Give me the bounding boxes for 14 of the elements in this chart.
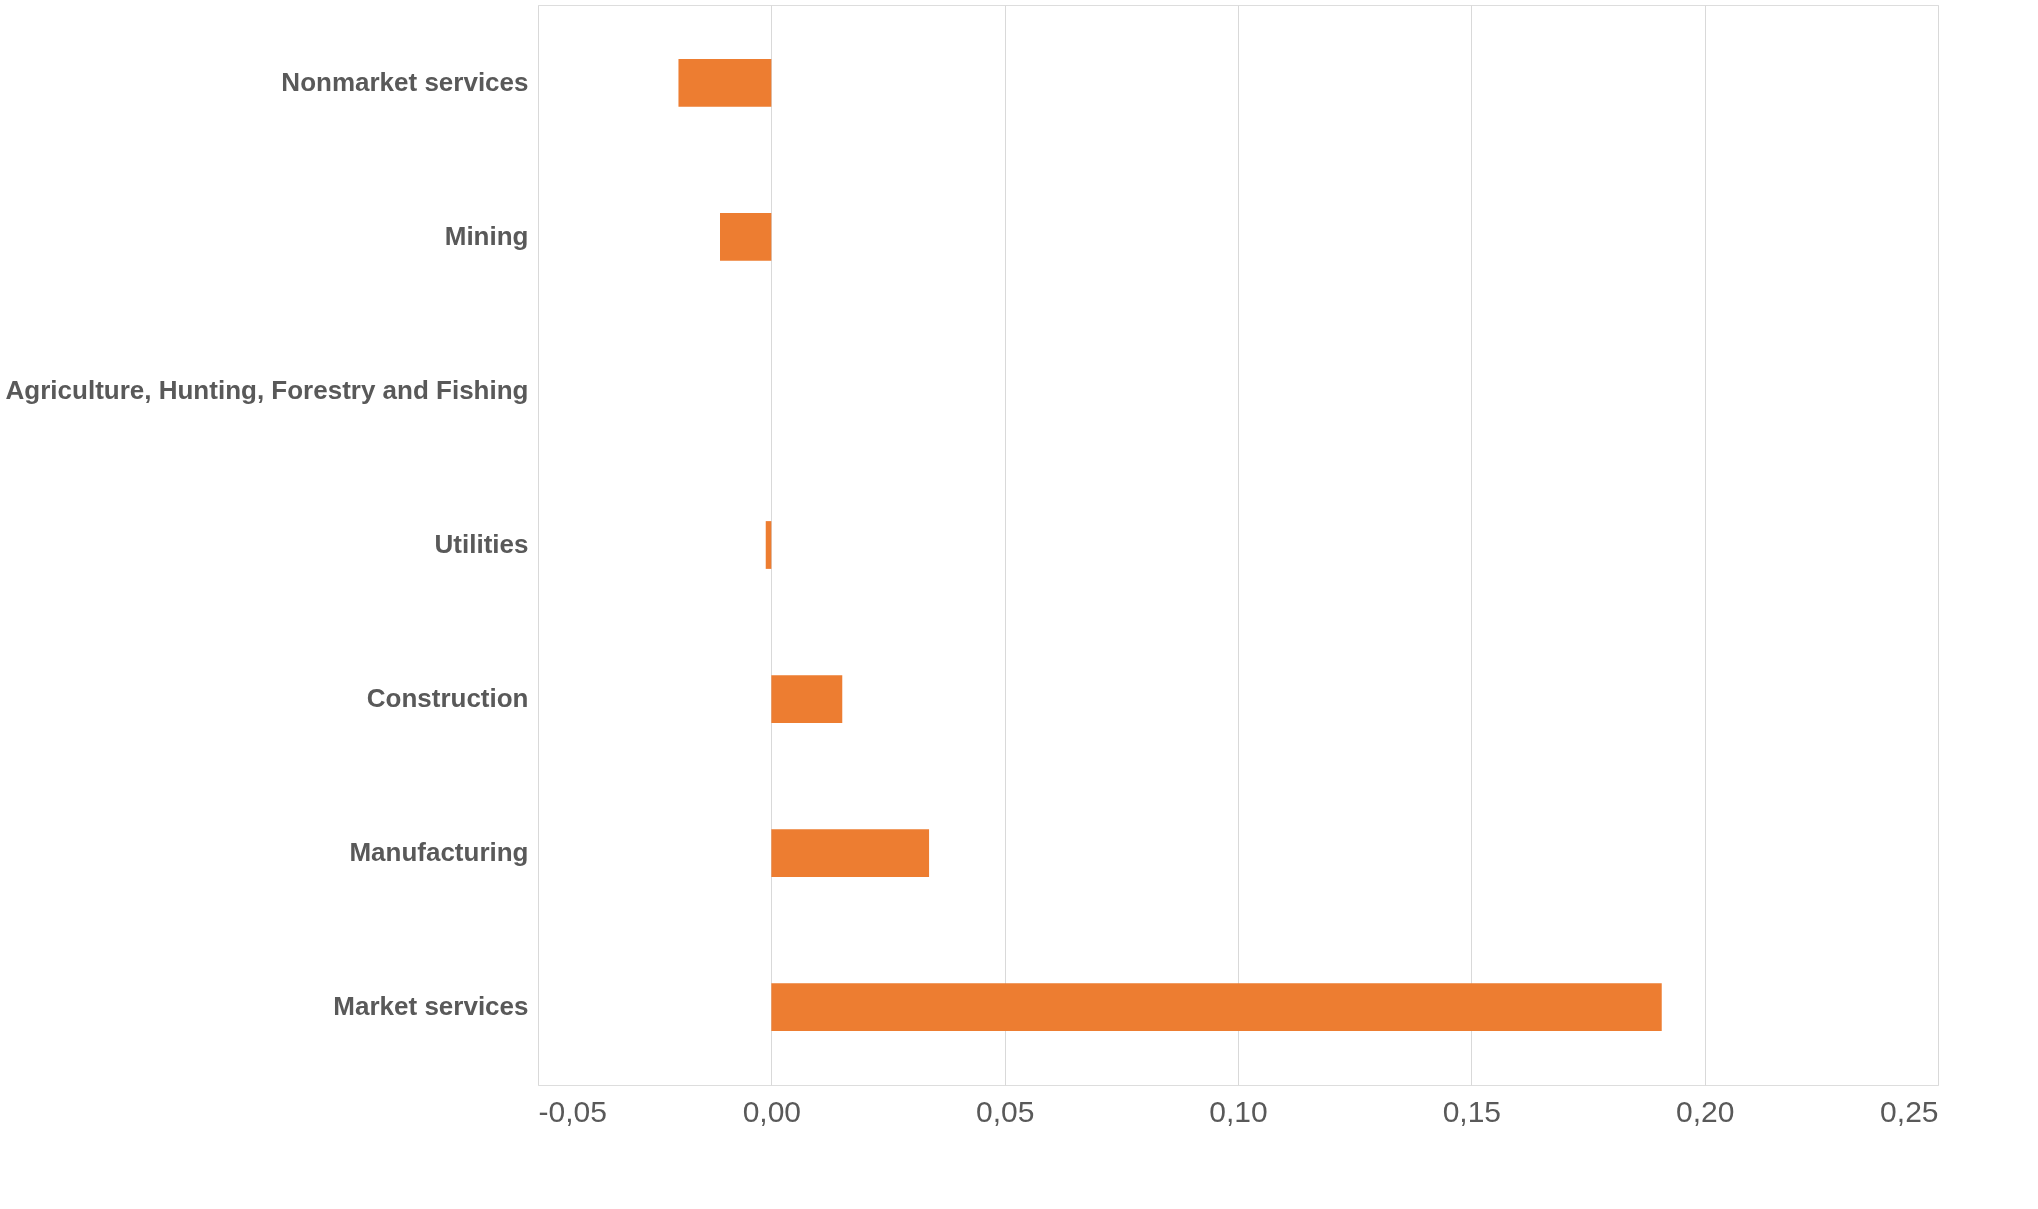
x-tick-label: 0,15 — [1442, 1094, 1502, 1128]
y-tick-label: Nonmarket services — [281, 66, 529, 97]
y-tick-label: Agriculture, Hunting, Forestry and Fishing — [5, 374, 529, 405]
x-tick-label: -0,05 — [538, 1094, 607, 1128]
x-tick-label: 0,25 — [1880, 1094, 1939, 1128]
y-tick-label: Utilities — [434, 529, 529, 559]
x-tick-label: 0,20 — [1675, 1094, 1735, 1128]
y-tick-label: Construction — [366, 683, 529, 714]
y-tick-label: Manufacturing — [349, 837, 529, 868]
x-tick-label: 0,10 — [1209, 1094, 1268, 1128]
y-tick-label: Market services — [333, 991, 529, 1022]
x-tick-label: 0,05 — [975, 1094, 1035, 1128]
y-tick-label: Mining — [444, 220, 529, 251]
x-tick-label: 0,00 — [742, 1094, 802, 1128]
